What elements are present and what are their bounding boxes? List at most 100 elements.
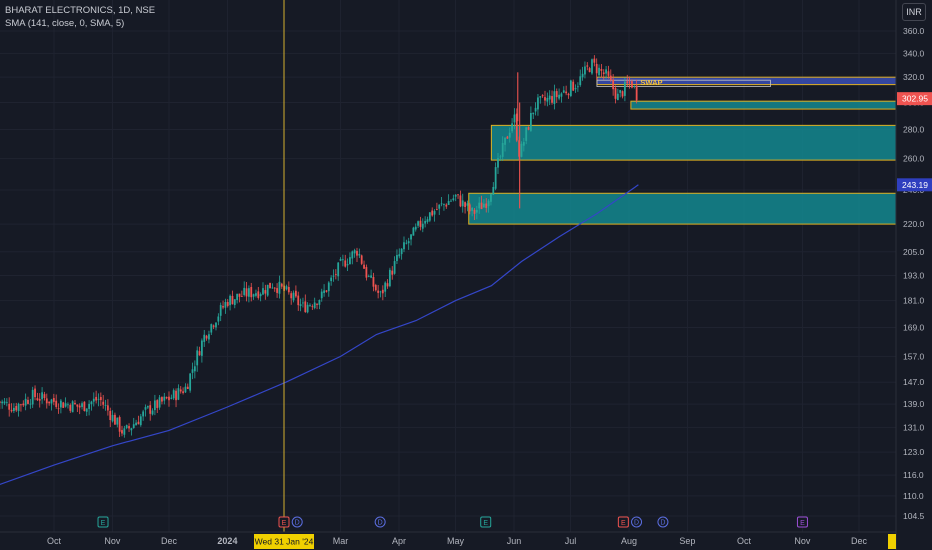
candle-body [372,276,375,287]
candle-body [273,287,276,289]
candle-body [226,302,229,306]
candle-body [482,203,485,208]
y-tick-label: 320.0 [903,72,925,82]
y-tick-label: 157.0 [903,351,925,361]
candle-body [128,426,130,429]
candle-body [426,219,429,222]
candle-body [156,400,159,408]
candle-body [240,296,243,297]
candle-body [212,325,215,327]
candle-body [529,113,532,131]
candle-body [579,76,582,86]
candle-body [161,397,163,402]
candle-body [478,202,481,209]
candle-body [508,132,511,138]
y-tick-label: 131.0 [903,422,925,432]
sma-line [0,184,639,486]
candle-body [139,416,142,426]
candle-body [247,288,250,297]
candle-body [581,73,584,78]
candle-body [363,264,365,269]
candle-body [349,257,351,265]
candle-body [3,401,6,404]
candle-body [388,269,391,287]
dividend-event-letter: D [295,520,300,527]
x-tick-label: Dec [851,536,868,546]
candle-body [435,209,438,210]
candle-body [229,295,231,306]
swap-zone-label: SWAP [640,78,662,87]
candle-body [278,281,281,294]
candle-body [12,407,15,412]
candle-body [485,203,488,208]
candle-body [379,291,382,293]
candle-body [238,293,241,297]
x-tick-label: Nov [794,536,811,546]
candlesticks [0,55,638,438]
candle-body [400,248,403,255]
y-tick-label: 169.0 [903,323,925,333]
candle-body [499,156,502,158]
candle-body [562,90,565,93]
candle-body [586,65,589,67]
candle-body [78,405,81,408]
candle-body [48,401,51,404]
candle-body [123,428,126,435]
candle-body [511,123,513,132]
candle-body [144,407,147,410]
x-tick-label: Jul [565,536,577,546]
candle-body [515,113,518,141]
candle-body [565,91,568,94]
candle-body [438,204,441,209]
candle-body [121,430,123,434]
currency-button[interactable]: INR [902,3,926,21]
candle-body [29,403,32,405]
candle-body [168,396,170,401]
candle-body [525,127,528,141]
candle-body [57,408,60,410]
earnings-event-letter: E [101,520,106,527]
candle-body [612,79,615,90]
candle-body [546,97,549,102]
symbol-title[interactable]: BHARAT ELECTRONICS, 1D, NSE [5,5,156,16]
x-tick-label: Dec [161,536,178,546]
dividend-event-letter: D [660,520,665,527]
candle-body [55,400,58,407]
candle-body [8,403,11,410]
candle-body [445,204,448,207]
candle-body [71,401,74,413]
candle-body [501,142,504,157]
candle-body [351,251,354,259]
candle-body [294,290,297,297]
candle-body [106,405,109,411]
candle-body [158,397,161,408]
candle-body [468,204,471,212]
candle-body [473,209,476,214]
y-tick-label: 220.0 [903,219,925,229]
candle-body [285,286,288,290]
candle-body [633,86,636,87]
candle-body [99,396,102,401]
candle-body [177,388,180,400]
candle-body [191,369,194,373]
y-tick-label: 123.0 [903,447,925,457]
candle-body [332,275,335,277]
candle-body [396,255,398,262]
candle-body [81,403,83,407]
candle-body [255,293,257,296]
candle-body [370,275,372,278]
candle-body [412,227,415,236]
demand-zone [468,192,897,225]
candle-body [292,292,295,301]
candle-body [186,386,189,390]
candle-body [544,97,546,101]
candle-body [245,288,248,297]
sma-indicator-label[interactable]: SMA (141, close, 0, SMA, 5) [5,18,125,29]
candle-body [109,410,112,421]
candle-body [391,270,394,275]
candle-body [553,91,556,104]
candle-body [421,223,424,229]
candle-body [135,422,137,426]
